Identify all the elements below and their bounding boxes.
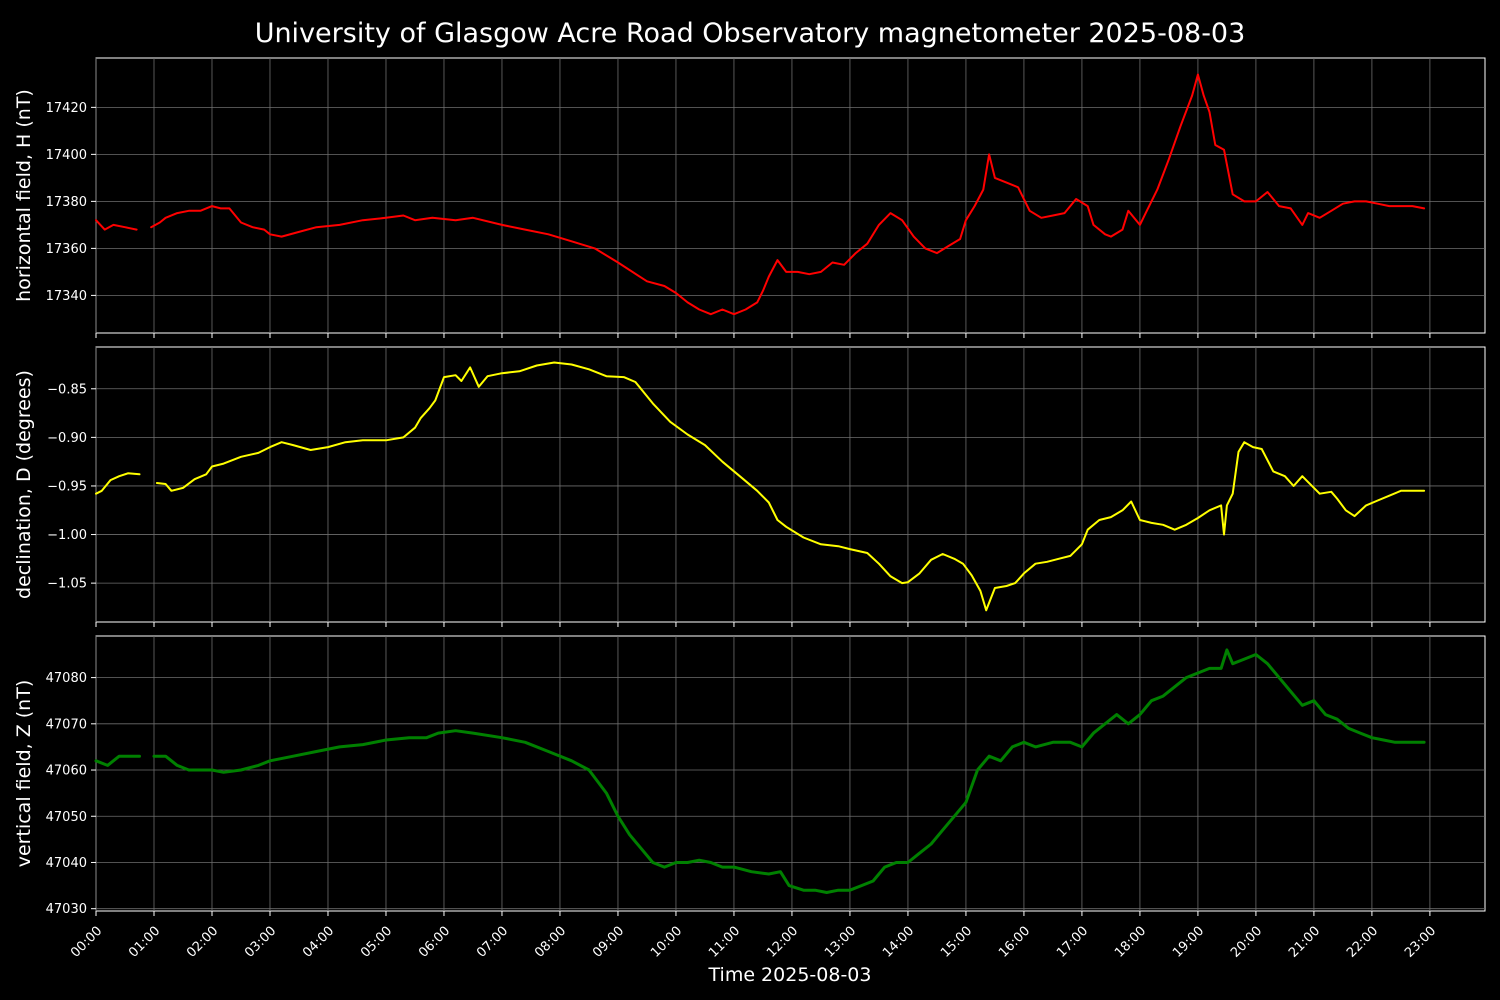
y-tick-label: 47060 [46, 764, 87, 779]
panel-d: −0.85 −0.90 −0.95 −1.00 −1.05 declination, D … [13, 346, 1486, 627]
y-tick-label: −0.95 [47, 479, 87, 494]
y-axis-label: vertical field, Z (nT) [13, 680, 35, 868]
panel-z: 47030 47040 47050 47060 47070 47080 vertical f… [13, 635, 1486, 961]
y-tick-label: 17360 [46, 242, 87, 257]
panel-h: 17340 17360 17380 17400 17420 horizontal fiel… [13, 57, 1486, 338]
x-tick-label: 07:00 [474, 924, 511, 961]
y-tick-label: −1.00 [47, 528, 87, 543]
x-tick-label: 20:00 [1228, 924, 1265, 961]
y-tick-label: 17420 [46, 101, 87, 116]
y-axis-label: horizontal field, H (nT) [13, 89, 35, 302]
panels: 17340 17360 17380 17400 17420 horizontal fiel… [13, 57, 1486, 961]
x-tick-label: 14:00 [880, 924, 917, 961]
x-tick-label: 02:00 [184, 924, 221, 961]
x-tick-label: 06:00 [416, 924, 453, 961]
x-tick-label: 08:00 [532, 924, 569, 961]
x-tick-label: 10:00 [648, 924, 685, 961]
y-tick-label: 47070 [46, 717, 87, 732]
y-axis-label: declination, D (degrees) [13, 370, 35, 599]
y-tick-label: 17380 [46, 195, 87, 210]
x-tick-label: 22:00 [1344, 924, 1381, 961]
x-tick-label: 16:00 [996, 924, 1033, 961]
x-tick-label: 19:00 [1170, 924, 1207, 961]
x-tick-label: 17:00 [1054, 924, 1091, 961]
y-tick-label: −1.05 [47, 577, 87, 592]
x-tick-label: 03:00 [242, 924, 279, 961]
x-tick-label: 18:00 [1112, 924, 1149, 961]
x-tick-label: 13:00 [822, 924, 859, 961]
y-tick-label: 17400 [46, 148, 87, 163]
x-tick-label: 09:00 [590, 924, 627, 961]
panel-frame [95, 346, 1486, 623]
y-tick-label: −0.85 [47, 382, 87, 397]
x-tick-label: 12:00 [764, 924, 801, 961]
chart-title: University of Glasgow Acre Road Observat… [255, 18, 1246, 49]
x-axis-label: Time 2025-08-03 [708, 964, 872, 986]
x-tick-label: 04:00 [300, 924, 337, 961]
y-tick-label: 47080 [46, 671, 87, 686]
x-tick-label: 01:00 [126, 924, 163, 961]
x-tick-label: 05:00 [358, 924, 395, 961]
y-tick-label: 47040 [46, 856, 87, 871]
y-tick-label: 17340 [46, 289, 87, 304]
series-line-h [95, 73, 1426, 316]
panel-frame [95, 57, 1486, 334]
y-tick-label: 47050 [46, 810, 87, 825]
x-tick-label: 11:00 [706, 924, 743, 961]
series-line-z [94, 648, 1426, 894]
x-tick-label: 15:00 [938, 924, 975, 961]
x-tick-label: 23:00 [1402, 924, 1439, 961]
x-tick-label: 00:00 [68, 924, 105, 961]
y-tick-label: −0.90 [47, 431, 87, 446]
series-line-d [95, 361, 1426, 612]
y-tick-label: 47030 [46, 902, 87, 917]
x-tick-label: 21:00 [1286, 924, 1323, 961]
